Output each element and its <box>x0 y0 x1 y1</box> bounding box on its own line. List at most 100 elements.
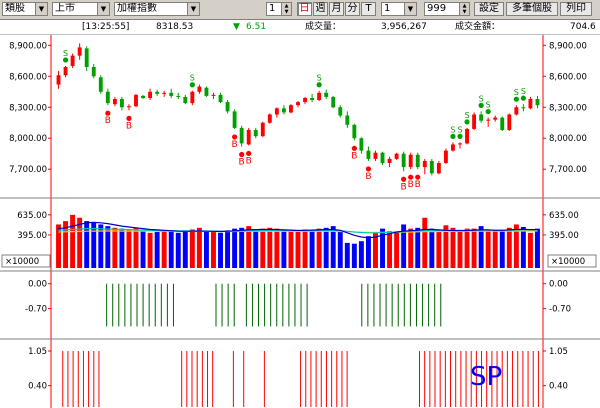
buy-marker-label: B <box>126 121 132 131</box>
sell-marker-label: S <box>190 74 195 83</box>
settings-button[interactable]: 設定 <box>474 2 504 16</box>
candle-body <box>134 94 138 107</box>
period-select[interactable]: 類股 ▼ <box>2 2 48 16</box>
right-tick-label: 8,600.00 <box>549 72 587 82</box>
left-tick-label: 635.00 <box>17 211 47 221</box>
buy-marker-label: B <box>232 140 238 150</box>
index-select[interactable]: 加權指數 ▼ <box>114 2 200 16</box>
toolbar: 類股 ▼ 上市 ▼ 加權指數 ▼ 1 ▲ ▼ 日 週 月 分 T 1 ▼ 999 … <box>0 0 600 20</box>
candle-body <box>204 87 209 96</box>
volume-bar <box>450 227 456 268</box>
volume-bar <box>401 224 407 268</box>
volume-bar <box>91 222 97 268</box>
month-button[interactable]: 月 <box>329 2 344 16</box>
day-button[interactable]: 日 <box>297 2 312 16</box>
volume-bar <box>485 229 491 268</box>
sell-marker-label: S <box>457 125 462 134</box>
candle-body <box>465 128 469 144</box>
sell-marker-dot <box>450 133 456 139</box>
candle-body <box>190 91 195 104</box>
candle-body <box>84 48 89 67</box>
volume-bar <box>196 227 202 268</box>
buy-marker-label: B <box>246 156 252 166</box>
volume-bar <box>133 227 139 268</box>
minute-button[interactable]: 分 <box>345 2 360 16</box>
count-spinner-1[interactable]: 1 ▲ ▼ <box>266 2 292 16</box>
volume-bar <box>344 242 350 268</box>
candle-body <box>507 114 512 130</box>
volume-bar <box>316 228 322 268</box>
chevron-down-icon[interactable]: ▼ <box>35 3 47 15</box>
volume-bar <box>246 226 252 268</box>
right-tick-label: -0.70 <box>549 305 571 315</box>
candle-body <box>528 99 533 109</box>
left-tick-label: 8,300.00 <box>9 103 47 113</box>
volume-bar <box>408 228 414 268</box>
volume-bar <box>239 227 245 268</box>
week-button[interactable]: 週 <box>313 2 328 16</box>
chevron-down-icon[interactable]: ▼ <box>187 3 199 15</box>
right-tick-label: 0.40 <box>549 382 568 392</box>
candle-body <box>289 105 293 113</box>
candle-body <box>63 67 68 76</box>
print-button[interactable]: 列印 <box>560 2 592 16</box>
candle-body <box>211 94 216 96</box>
spinner-arrows-icon[interactable]: ▲ ▼ <box>281 3 291 15</box>
candle-body <box>429 160 434 174</box>
quote-time: [13:25:55] <box>82 22 130 32</box>
quote-infobar: [13:25:55] 8318.53 ▼ 6.51 成交量： 3,956,267… <box>0 20 600 35</box>
volume-bar <box>422 217 428 268</box>
sell-marker-label: S <box>521 87 526 96</box>
volume-bar <box>330 226 336 268</box>
volume-unit-box <box>547 254 597 268</box>
candle-body <box>176 95 181 97</box>
left-tick-label: 8,600.00 <box>9 72 47 82</box>
sell-marker-label: S <box>465 111 470 120</box>
volume-bar <box>415 227 421 268</box>
volume-bar <box>84 221 90 268</box>
candle-body <box>373 152 378 159</box>
volume-pane <box>56 214 540 268</box>
volume-bar <box>225 230 231 268</box>
sell-marker-dot <box>520 95 526 101</box>
left-tick-label: 7,700.00 <box>9 165 47 175</box>
indicator1-pane <box>106 283 442 327</box>
volume-bar <box>260 228 266 268</box>
buy-marker-dot <box>401 176 407 182</box>
buy-marker-dot <box>105 110 111 116</box>
spinner-arrows-icon[interactable]: ▲ ▼ <box>459 3 469 15</box>
count-spinner-3[interactable]: 999 ▲ ▼ <box>424 2 470 16</box>
volume-bar <box>175 232 181 268</box>
count-select-2-value: 1 <box>384 3 391 14</box>
buy-marker-dot <box>232 134 238 140</box>
candle-body <box>197 86 202 92</box>
left-tick-label: 1.05 <box>28 347 47 357</box>
count-select-2[interactable]: 1 ▼ <box>381 2 417 16</box>
candle-body <box>500 117 505 130</box>
volume-bar <box>105 226 111 268</box>
candle-body <box>338 107 343 116</box>
amount-value: 704.6 <box>570 22 596 32</box>
right-volume-unit: ×10000 <box>547 254 597 268</box>
market-select[interactable]: 上市 ▼ <box>52 2 110 16</box>
candle-body <box>246 129 251 145</box>
candle-body <box>535 99 540 106</box>
buy-marker-label: B <box>365 172 371 182</box>
volume-bar <box>443 225 449 268</box>
sell-marker-dot <box>62 57 69 63</box>
volume-bar <box>211 231 216 268</box>
tick-button[interactable]: T <box>361 2 376 16</box>
chevron-down-icon[interactable]: ▼ <box>404 3 416 15</box>
candle-body <box>479 114 484 121</box>
volume-bar <box>365 236 371 268</box>
volume-bar <box>267 227 273 268</box>
sell-marker-dot <box>513 96 519 102</box>
candle-body <box>105 91 110 104</box>
candle-body <box>77 47 82 56</box>
sell-marker-label: S <box>486 101 491 110</box>
multi-stock-button[interactable]: 多筆個股 <box>506 2 558 16</box>
right-tick-label: 8,300.00 <box>549 103 587 113</box>
chevron-down-icon[interactable]: ▼ <box>97 3 109 15</box>
buy-marker-label: B <box>105 116 111 126</box>
